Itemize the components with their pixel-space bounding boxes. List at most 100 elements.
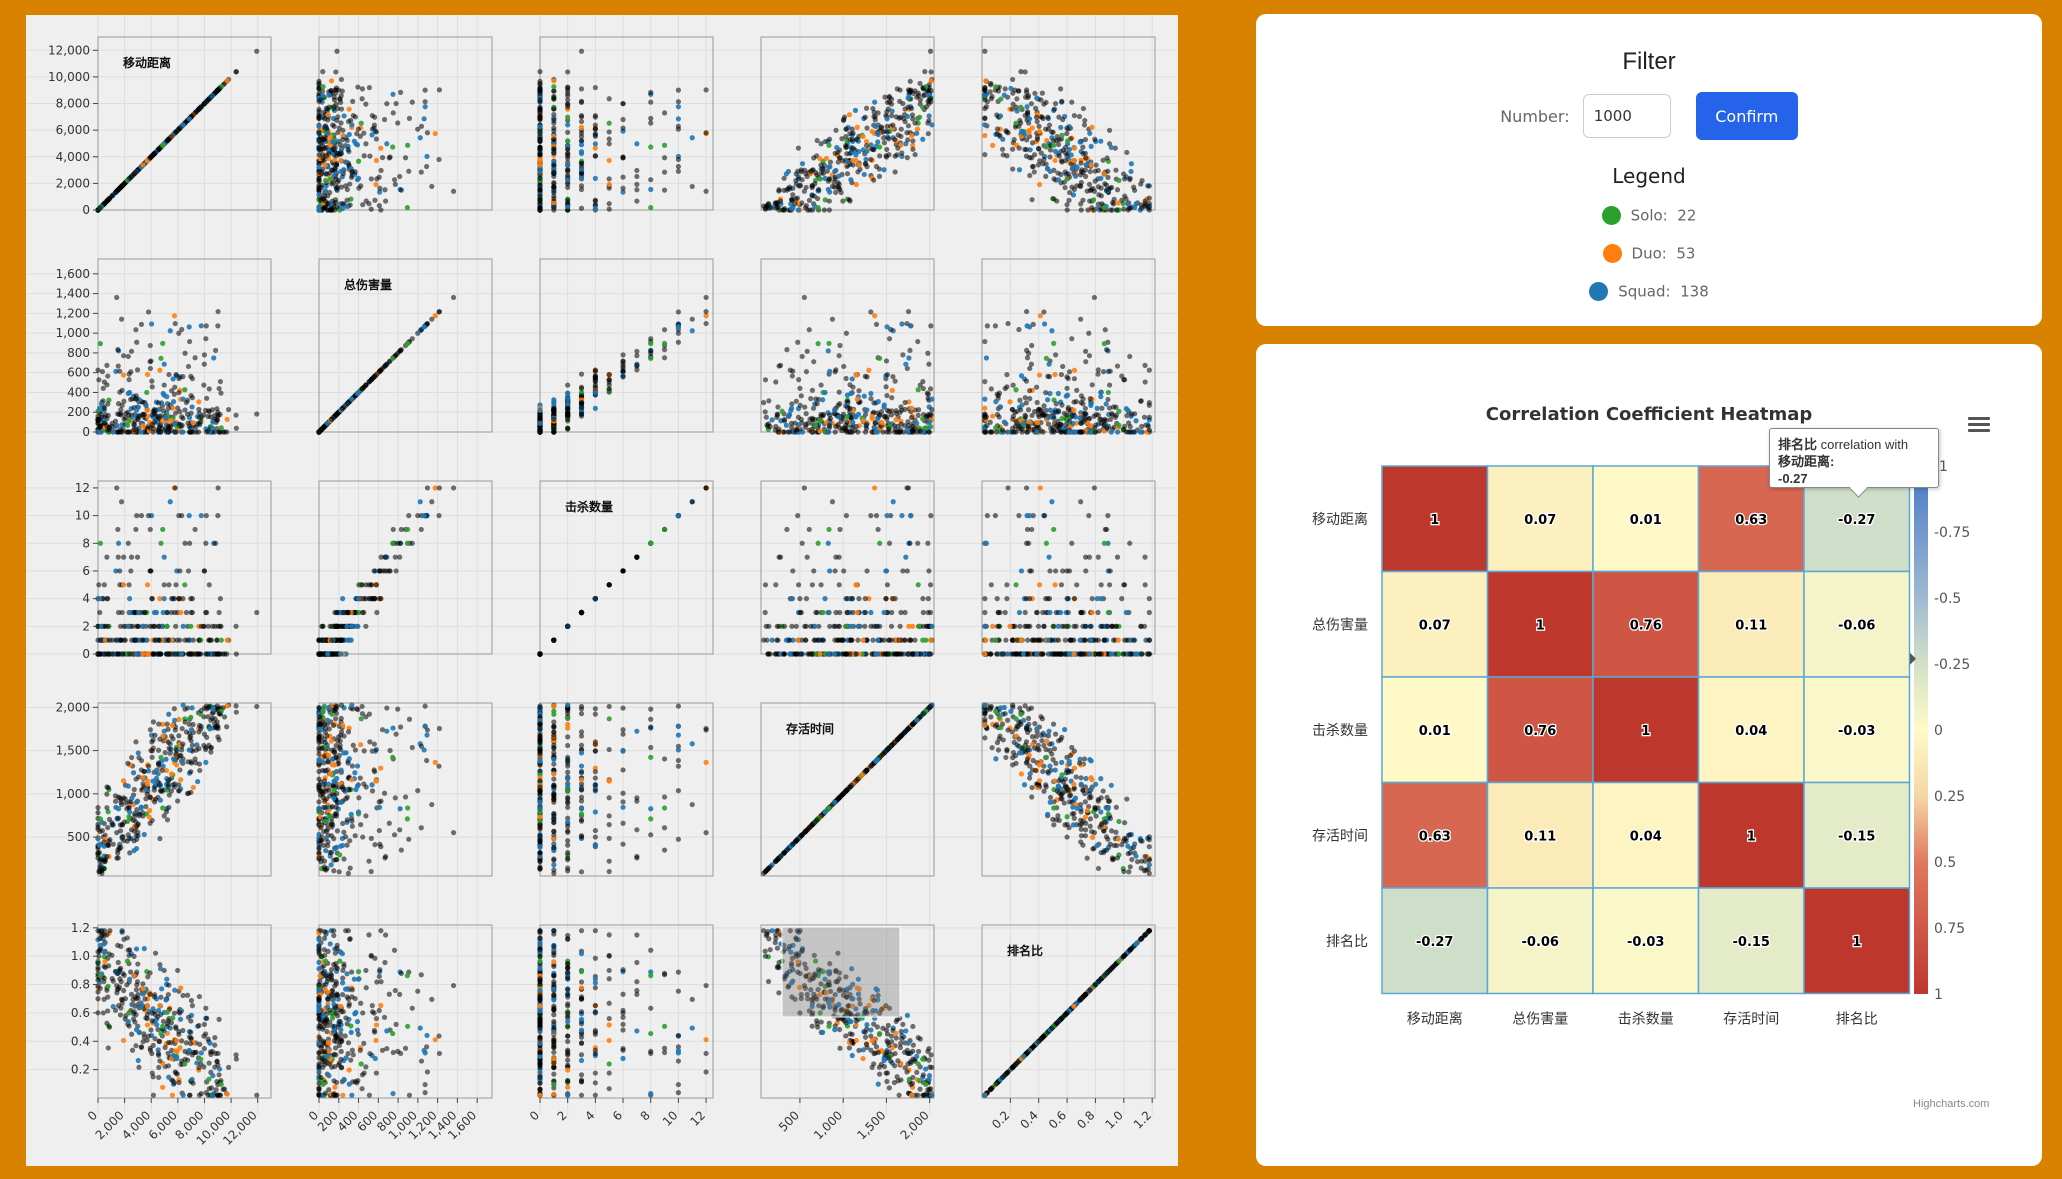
scatter-point [1024, 104, 1030, 110]
scatter-point [357, 133, 363, 139]
scatter-point [843, 126, 849, 132]
scatter-point [417, 499, 423, 505]
scatter-point [167, 499, 173, 505]
scatter-point [161, 596, 167, 602]
scatter-point [322, 188, 329, 194]
scatter-point [1013, 419, 1019, 425]
scatter-point [216, 609, 222, 616]
scatter-point [178, 609, 184, 616]
scatter-point [201, 100, 208, 107]
scatter-point [1098, 389, 1104, 396]
scatter-point [994, 126, 1001, 132]
scatter-point [592, 197, 598, 203]
scatter-point [338, 76, 345, 83]
scatter-point [1014, 408, 1020, 415]
scatter-point [164, 623, 170, 629]
scatter-point [798, 393, 804, 399]
scatter-point [860, 418, 866, 424]
scatter-point [781, 416, 788, 423]
scatter-point [537, 168, 543, 175]
scatter-point [765, 423, 771, 429]
scatter-point [813, 170, 819, 176]
scatter-point [151, 419, 157, 425]
scatter-point [126, 412, 132, 418]
scatter-point [316, 169, 322, 175]
scatter-point [1029, 125, 1035, 131]
scatter-point [926, 361, 932, 367]
scatter-point [794, 195, 800, 201]
scatter-point [995, 88, 1002, 94]
scatter-point [1087, 168, 1093, 175]
scatter-point [344, 137, 350, 144]
scatter-point [149, 412, 155, 418]
scatter-point [578, 401, 585, 407]
scatter-point [864, 407, 870, 413]
scatter-point [1029, 140, 1036, 146]
scatter-point [1051, 415, 1057, 421]
scatter-point [161, 392, 167, 398]
scatter-point [318, 197, 324, 203]
scatter-point [121, 353, 127, 359]
scatter-point [984, 323, 990, 329]
scatter-point [982, 122, 988, 128]
scatter-point [565, 101, 571, 107]
scatter-point [912, 120, 918, 126]
scatter-point [373, 181, 379, 188]
scatter-point [914, 126, 921, 132]
scatter-point [826, 423, 832, 429]
scatter-point [873, 123, 879, 130]
scatter-point [551, 200, 557, 206]
scatter-point [620, 155, 626, 161]
scatter-point [703, 320, 709, 327]
scatter-point [402, 155, 409, 161]
scatter-point [422, 104, 428, 110]
scatter-point [352, 609, 358, 616]
scatter-point [826, 164, 832, 170]
scatter-point [347, 181, 353, 187]
scatter-point [1065, 138, 1071, 144]
scatter-point [218, 390, 224, 396]
scatter-point [871, 109, 877, 115]
scatter-point [323, 144, 329, 150]
scatter-point [1107, 185, 1113, 191]
scatter-point [1066, 369, 1073, 375]
scatter-point [186, 324, 192, 330]
scatter-point [190, 420, 196, 426]
scatter-point [325, 201, 331, 207]
scatter-matrix-chart[interactable]: 移动距离总伤害量击杀数量存活时间排名比02,0004,0006,0008,000… [26, 15, 1178, 1166]
scatter-point [620, 125, 626, 131]
scatter-point [133, 396, 140, 402]
scatter-point [1100, 369, 1107, 375]
scatter-point [813, 396, 819, 402]
scatter-point [367, 153, 373, 159]
scatter-point [363, 101, 369, 107]
scatter-point [1077, 139, 1083, 145]
scatter-point [104, 554, 110, 560]
scatter-point [1094, 405, 1100, 411]
scatter-point [537, 123, 543, 130]
scatter-point [1055, 390, 1061, 397]
scatter-point [661, 142, 668, 148]
scatter-point [1121, 206, 1127, 212]
scatter-point [1115, 200, 1121, 206]
scatter-point [565, 203, 571, 209]
scatter-point [1106, 127, 1113, 133]
scatter-point [648, 186, 654, 193]
scatter-point [774, 199, 780, 206]
scatter-point [874, 130, 881, 136]
scatter-point [316, 192, 322, 198]
scatter-point [216, 86, 222, 92]
scatter-point [383, 554, 389, 560]
scatter-point [1047, 168, 1053, 175]
scatter-point [893, 417, 899, 423]
scatter-point [815, 341, 821, 347]
scatter-point [361, 130, 367, 136]
scatter-point [1056, 153, 1062, 159]
scatter-point [578, 167, 585, 173]
scatter-point [762, 377, 769, 383]
scatter-point [1078, 316, 1084, 322]
scatter-point [326, 104, 332, 110]
scatter-point [333, 90, 339, 96]
scatter-point [372, 197, 378, 203]
scatter-point [185, 363, 192, 370]
